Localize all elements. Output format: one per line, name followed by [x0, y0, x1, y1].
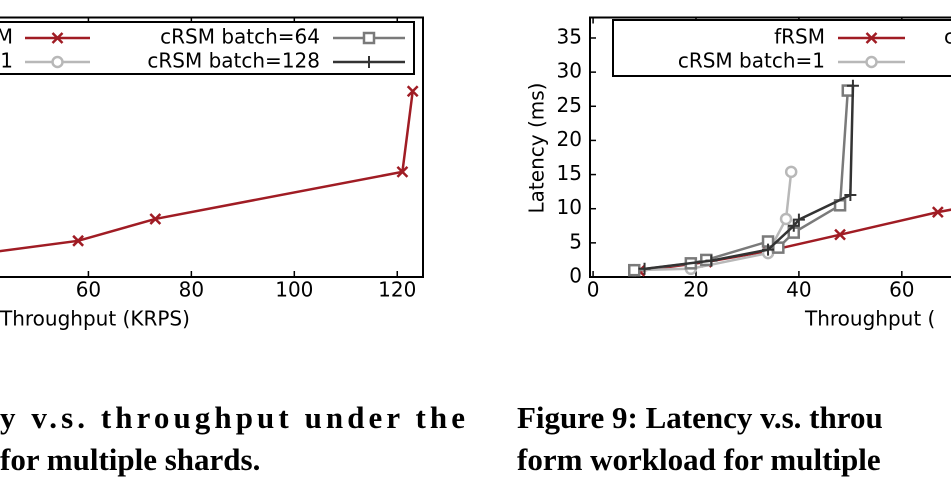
marker-stroke — [406, 85, 419, 98]
series-line — [644, 85, 855, 271]
legend-frame — [612, 19, 951, 77]
marker — [787, 219, 800, 232]
marker — [841, 84, 855, 97]
legend-label: 1 — [0, 49, 13, 73]
marker — [792, 213, 805, 226]
legend-label: M — [0, 25, 13, 49]
x-tick-label: 60 — [889, 278, 914, 302]
marker-stroke — [362, 31, 376, 45]
x-tick-label: 80 — [179, 278, 204, 302]
marker-stroke — [846, 79, 859, 92]
marker-stroke — [865, 55, 878, 69]
y-tick-label: 15 — [557, 161, 582, 185]
x-axis-label: Throughput ( — [804, 307, 935, 331]
legend-marker — [865, 55, 878, 69]
marker-stroke — [72, 234, 85, 247]
x-tick-label: 100 — [275, 278, 313, 302]
marker — [628, 263, 641, 277]
legend-marker — [363, 56, 375, 68]
marker-stroke — [762, 243, 775, 256]
x-tick-label: 20 — [683, 278, 708, 302]
marker — [784, 165, 798, 179]
caption-line: Figure 9: Latency v.s. throu — [517, 400, 883, 435]
marker-stroke — [396, 165, 409, 178]
marker-stroke — [931, 206, 944, 219]
legend-marker — [51, 32, 64, 44]
y-axis-label: Latency (ms) — [525, 83, 549, 214]
marker — [72, 234, 85, 247]
legend-marker — [865, 32, 878, 44]
marker — [149, 213, 162, 225]
marker — [846, 79, 859, 92]
series-line — [0, 91, 414, 253]
marker — [834, 228, 846, 241]
y-tick-label: 30 — [557, 59, 582, 83]
plot-frame — [589, 16, 951, 278]
marker — [705, 254, 718, 267]
marker-stroke — [865, 32, 878, 44]
y-tick-label: 10 — [557, 195, 582, 219]
marker — [844, 189, 857, 202]
marker — [396, 165, 409, 178]
y-tick-label: 5 — [569, 229, 582, 253]
marker-stroke — [51, 32, 64, 44]
marker — [406, 85, 419, 98]
y-tick-label: 35 — [557, 24, 582, 48]
legend-label: c — [944, 25, 951, 49]
marker-stroke — [844, 189, 857, 202]
legend-marker — [362, 31, 376, 45]
marker-stroke — [705, 254, 718, 267]
legend-label: cRSM batch=1 — [678, 49, 825, 73]
marker-stroke — [51, 55, 64, 69]
series-line — [634, 90, 850, 272]
y-tick-label: 0 — [569, 264, 582, 288]
marker — [762, 243, 775, 256]
caption-line: form workload for multiple — [517, 442, 881, 477]
x-tick-label: 60 — [76, 278, 101, 302]
legend-label: cRSM batch=64 — [160, 25, 320, 49]
marker — [638, 262, 651, 275]
marker-stroke — [363, 56, 375, 68]
marker — [931, 206, 944, 219]
marker — [772, 241, 785, 254]
marker-stroke — [834, 228, 846, 241]
marker-stroke — [149, 213, 162, 225]
caption-line: y v.s. throughput under the — [0, 400, 465, 435]
legend-label: fRSM — [774, 25, 825, 49]
legend-label: cRSM batch=128 — [147, 49, 320, 73]
x-axis-label: Throughput (KRPS) — [0, 307, 190, 331]
marker-stroke — [792, 213, 805, 226]
legend-frame — [0, 21, 415, 75]
x-tick-label: 40 — [786, 278, 811, 302]
x-tick-label: 0 — [587, 278, 600, 302]
marker — [779, 212, 793, 226]
plot-frame — [0, 16, 424, 278]
x-tick-label: 120 — [378, 278, 416, 302]
caption-line: for multiple shards. — [0, 442, 260, 477]
y-tick-label: 20 — [557, 127, 582, 151]
marker-stroke — [787, 219, 800, 232]
marker-stroke — [638, 262, 651, 275]
legend-marker — [51, 55, 64, 69]
y-tick-label: 25 — [557, 93, 582, 117]
